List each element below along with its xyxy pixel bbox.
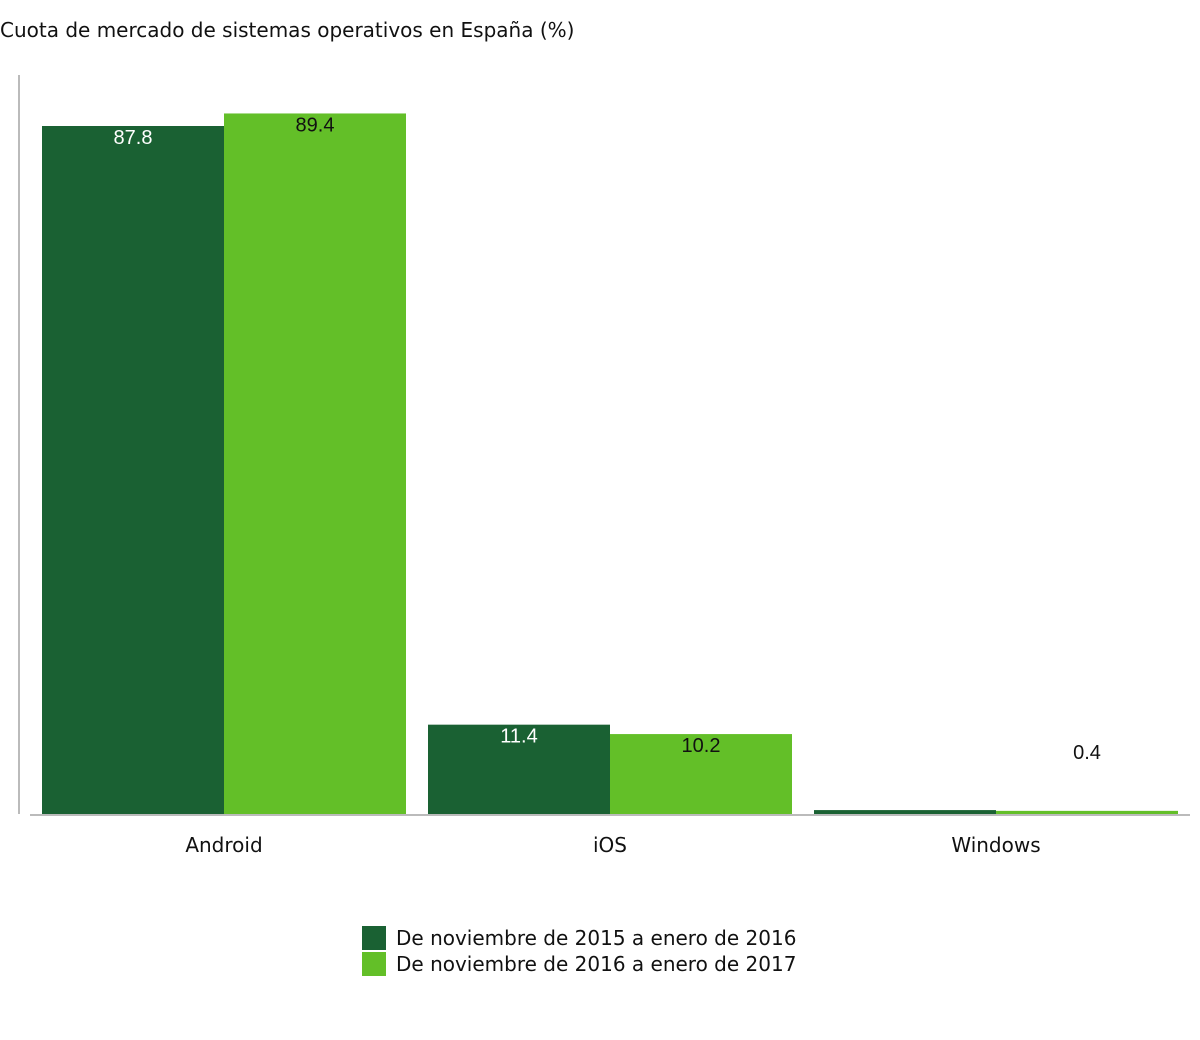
- x-tick-label: Android: [185, 833, 262, 857]
- chart-title: Cuota de mercado de sistemas operativos …: [0, 18, 575, 42]
- legend-label: De noviembre de 2015 a enero de 2016: [396, 926, 797, 950]
- bar-ios-0: [428, 724, 610, 814]
- x-tick-label: iOS: [593, 833, 627, 857]
- legend-swatch: [362, 926, 386, 950]
- legend-label: De noviembre de 2016 a enero de 2017: [396, 952, 797, 976]
- bar-android-1: [224, 113, 406, 815]
- legend-swatch: [362, 952, 386, 976]
- legend-item-2015: De noviembre de 2015 a enero de 2016: [362, 926, 796, 950]
- bar-windows-0: [814, 810, 996, 814]
- data-label: 89.4: [296, 114, 335, 136]
- data-label: 11.4: [500, 726, 537, 748]
- bar-android-0: [42, 126, 224, 814]
- data-label: 87.8: [114, 127, 153, 149]
- legend-item-2016: De noviembre de 2016 a enero de 2017: [362, 952, 796, 976]
- data-label: 0.4: [1073, 742, 1101, 764]
- bar-ios-1: [610, 734, 792, 814]
- data-label: 10.2: [682, 735, 721, 757]
- x-tick-label: Windows: [951, 833, 1040, 857]
- bar-windows-1: [996, 810, 1178, 814]
